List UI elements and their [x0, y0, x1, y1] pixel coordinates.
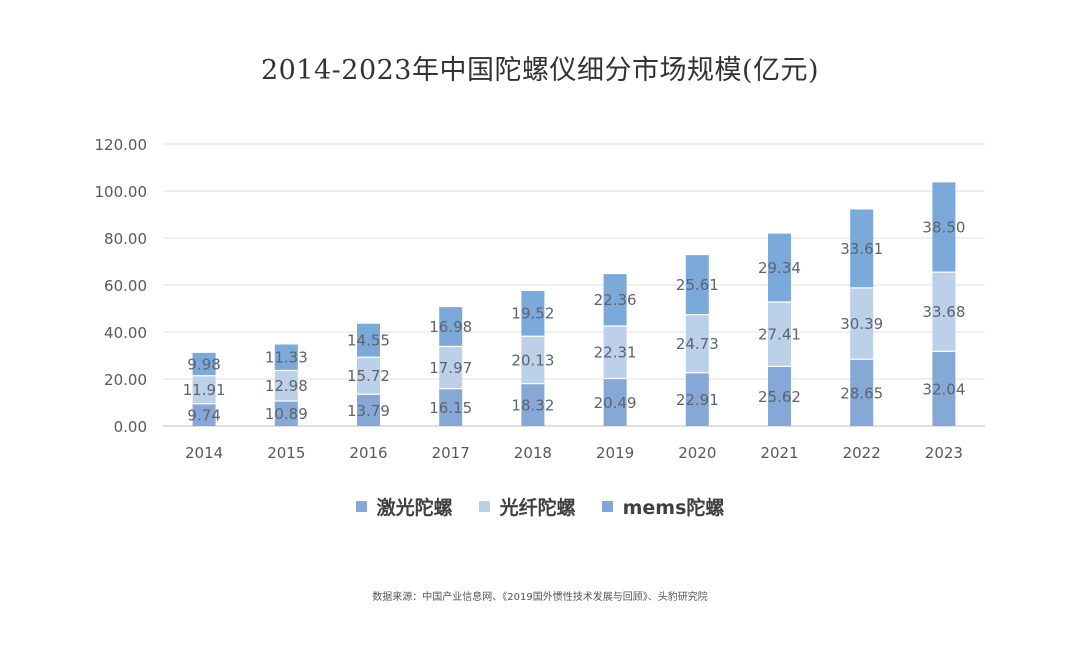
x-tick-label: 2020	[678, 444, 716, 462]
legend-item-mems: mems陀螺	[601, 493, 725, 520]
data-label: 33.61	[840, 240, 883, 258]
bar-segment	[192, 351, 216, 376]
bar-segment	[850, 208, 874, 288]
bar-segment	[685, 372, 709, 426]
y-tick-label: 100.00	[95, 183, 148, 201]
bar-segment	[439, 305, 463, 346]
y-tick-label: 0.00	[114, 418, 147, 436]
bar-segment	[603, 377, 627, 426]
data-label: 25.62	[758, 388, 801, 406]
data-label: 13.79	[347, 402, 390, 420]
bar-segment	[768, 301, 791, 366]
bar-segment	[274, 369, 298, 401]
data-label: 24.73	[676, 335, 719, 353]
bar-segment	[932, 271, 956, 351]
y-tick-label: 20.00	[104, 371, 147, 389]
bar-segment	[685, 253, 709, 315]
data-label: 20.49	[594, 394, 637, 412]
bar-segment	[521, 382, 545, 426]
bar-segment	[685, 314, 709, 373]
data-label: 9.74	[187, 407, 220, 425]
data-label: 28.65	[840, 384, 883, 402]
legend-item-fiber: 光纤陀螺	[478, 493, 576, 520]
x-tick-label: 2014	[185, 444, 223, 462]
y-tick-label: 40.00	[104, 324, 147, 342]
legend-swatch-fiber	[478, 501, 490, 512]
bar-segment	[768, 232, 791, 302]
legend-label-mems: mems陀螺	[622, 497, 725, 519]
data-label: 22.36	[594, 291, 637, 309]
bar-segment	[603, 325, 627, 378]
x-tick-label: 2017	[432, 444, 470, 462]
data-label: 15.72	[347, 367, 390, 385]
data-label: 22.91	[676, 391, 719, 409]
data-label: 11.33	[265, 349, 308, 367]
data-label: 16.15	[429, 399, 472, 417]
data-label: 25.61	[676, 276, 719, 294]
y-tick-label: 120.00	[95, 136, 148, 154]
bar-segment	[932, 350, 956, 426]
data-label: 33.68	[922, 303, 965, 321]
x-tick-label: 2019	[596, 444, 634, 462]
data-label: 20.13	[511, 351, 554, 369]
chart-legend: 激光陀螺 光纤陀螺 mems陀螺	[0, 493, 1080, 520]
legend-label-fiber: 光纤陀螺	[499, 497, 576, 519]
data-label: 29.34	[758, 259, 801, 277]
chart-title: 2014-2023年中国陀螺仪细分市场规模(亿元)	[260, 55, 820, 86]
bar-segment	[274, 343, 298, 370]
bar-segment	[192, 375, 216, 404]
y-tick-label: 60.00	[104, 277, 147, 295]
data-label: 9.98	[187, 355, 220, 373]
data-label: 32.04	[922, 380, 965, 398]
data-label: 22.31	[594, 344, 637, 362]
legend-item-laser: 激光陀螺	[355, 493, 453, 520]
data-label: 11.91	[183, 381, 226, 399]
x-tick-label: 2023	[925, 444, 963, 462]
data-label: 16.98	[429, 318, 472, 336]
x-tick-label: 2016	[349, 444, 387, 462]
x-tick-label: 2022	[843, 444, 881, 462]
bar-segment	[521, 335, 545, 383]
source-note: 数据来源：中国产业信息网、《2019国外惯性技术发展与回顾》、头豹研究院	[372, 592, 708, 603]
data-label: 18.32	[511, 396, 554, 414]
bar-segment	[603, 272, 627, 326]
bar-segment	[932, 181, 956, 272]
data-label: 27.41	[758, 326, 801, 344]
bar-segment	[357, 393, 380, 426]
legend-label-laser: 激光陀螺	[376, 497, 453, 519]
data-label: 38.50	[922, 218, 965, 236]
legend-swatch-laser	[355, 501, 367, 512]
bar-segment	[850, 287, 874, 359]
bar-segment	[192, 403, 216, 426]
data-label: 17.97	[429, 359, 472, 377]
y-tick-label: 80.00	[104, 230, 147, 248]
bar-segment	[850, 358, 874, 426]
bar-segment	[357, 322, 380, 357]
data-label: 10.89	[265, 405, 308, 423]
bar-segment	[768, 365, 791, 426]
data-label: 12.98	[265, 377, 308, 395]
x-tick-label: 2015	[267, 444, 305, 462]
x-tick-label: 2021	[760, 444, 798, 462]
data-label: 14.55	[347, 332, 390, 350]
bar-segment	[439, 345, 463, 389]
data-label: 30.39	[840, 315, 883, 333]
bar-segment	[439, 388, 463, 426]
bar-segment	[521, 289, 545, 336]
bar-segment	[357, 356, 380, 394]
bar-segment	[274, 400, 298, 426]
x-tick-label: 2018	[514, 444, 552, 462]
data-label: 19.52	[511, 305, 554, 323]
legend-swatch-mems	[601, 501, 613, 512]
